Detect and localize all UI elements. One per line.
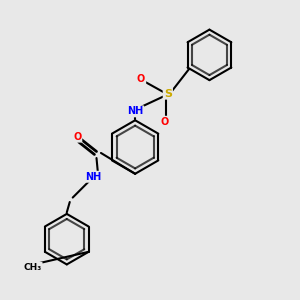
Text: CH₃: CH₃	[23, 263, 42, 272]
Text: S: S	[164, 88, 172, 98]
Text: O: O	[73, 132, 81, 142]
Text: NH: NH	[85, 172, 102, 182]
Text: O: O	[161, 117, 169, 127]
Text: O: O	[137, 74, 145, 84]
Text: NH: NH	[127, 106, 143, 116]
